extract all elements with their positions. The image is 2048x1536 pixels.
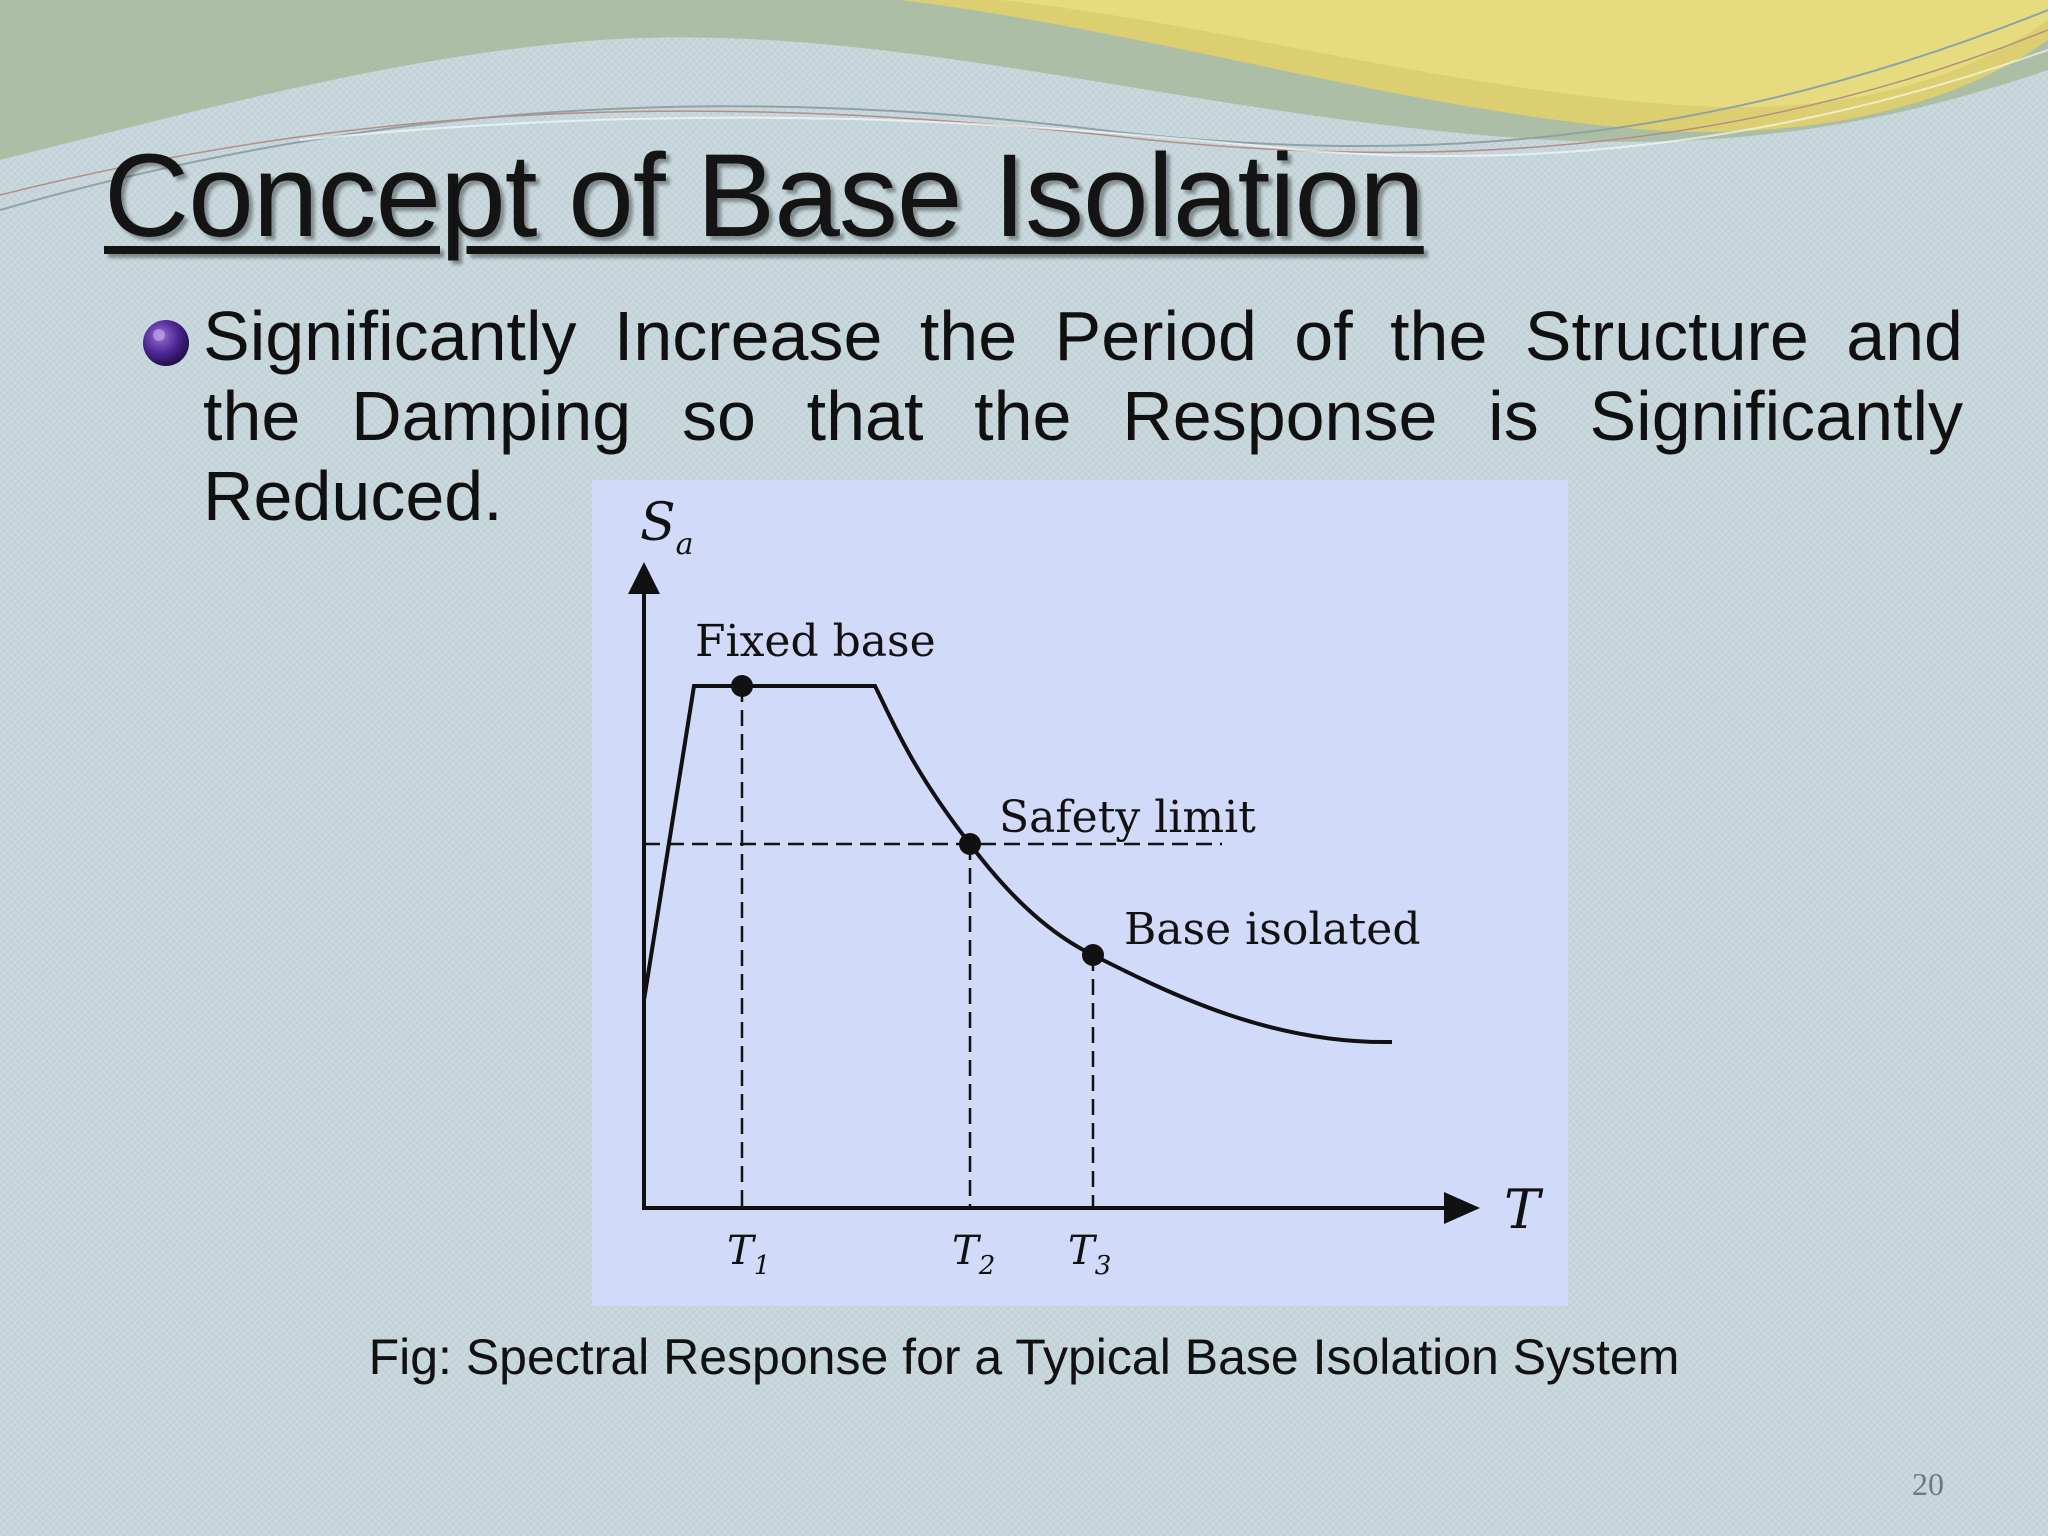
fixed-base-point [731,675,753,697]
base-isolated-label: Base isolated [1124,904,1421,955]
tick-label-t1: T1 [727,1228,770,1281]
tick-label-t2: T2 [952,1228,995,1281]
x-axis-arrow [1444,1192,1480,1224]
bullet-line-2: the Damping so that the Response is Sign… [203,377,1963,455]
x-axis-label: T [1504,1178,1544,1241]
bullet-line-3: Reduced. [203,457,503,535]
slide-title: Concept of Base Isolation [104,130,1425,262]
spectrum-curve [642,684,1393,1045]
page-number: 20 [1912,1466,1944,1502]
spectral-response-diagram: Sa T Fixed base Safety limit Base isolat… [628,493,1544,1281]
bullet-line-1: Significantly Increase the Period of the… [203,297,1963,375]
safety-limit-label: Safety limit [999,792,1256,843]
tick-label-t3: T3 [1068,1228,1111,1281]
decorative-swoosh [0,0,2048,211]
y-axis-label: Sa [640,493,694,562]
spectral-response-figure: Sa T Fixed base Safety limit Base isolat… [592,480,1568,1306]
safety-limit-point [959,833,981,855]
purple-sphere-bullet-icon [143,320,189,366]
fixed-base-label: Fixed base [695,616,936,667]
y-axis-arrow [628,562,660,594]
base-isolated-point [1082,944,1104,966]
figure-caption: Fig: Spectral Response for a Typical Bas… [368,1329,1680,1385]
bullet-text: Significantly Increase the Period of the… [203,296,1963,536]
